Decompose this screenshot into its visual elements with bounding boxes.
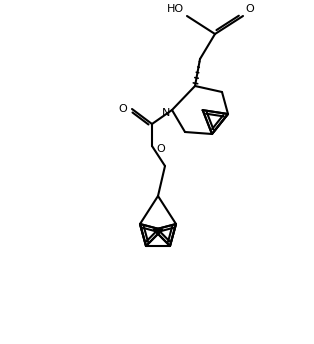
Text: O: O bbox=[156, 144, 165, 154]
Text: O: O bbox=[118, 104, 127, 114]
Text: N: N bbox=[162, 108, 170, 118]
Text: O: O bbox=[245, 4, 254, 14]
Text: HO: HO bbox=[167, 4, 184, 14]
